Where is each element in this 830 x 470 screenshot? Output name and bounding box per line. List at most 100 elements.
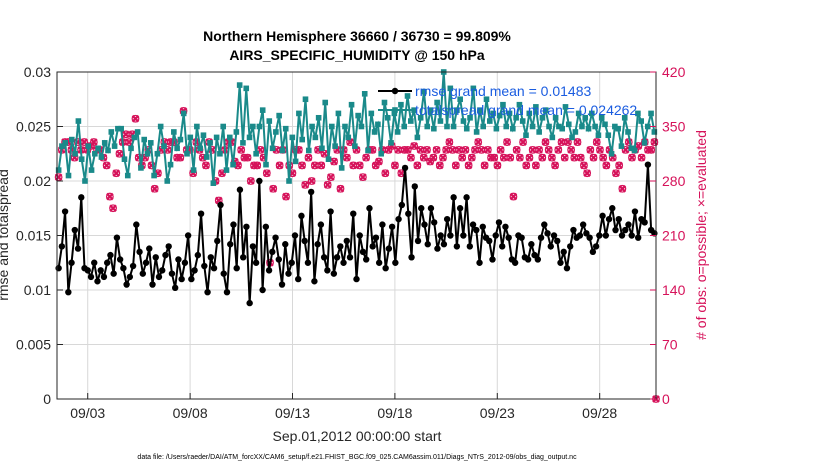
series-point — [460, 232, 467, 239]
obs-possible-point — [435, 161, 444, 170]
obs-evaluated-point — [461, 146, 470, 154]
series-point — [288, 259, 295, 266]
series-point — [126, 273, 134, 281]
series-point — [379, 221, 386, 228]
y-tick-label: 0.02 — [24, 173, 51, 189]
series-point — [495, 219, 503, 226]
series-point — [359, 248, 367, 256]
series-point — [631, 147, 638, 154]
series-point — [78, 156, 85, 162]
series-point — [239, 254, 247, 261]
series-point — [363, 256, 370, 263]
series-point — [401, 123, 408, 130]
obs-evaluated-point — [109, 204, 117, 213]
series-point — [394, 129, 401, 135]
obs-possible-point — [589, 153, 598, 162]
series-point — [473, 226, 480, 234]
series-point — [147, 140, 154, 146]
series-point — [418, 205, 425, 212]
obs-possible-point — [262, 169, 271, 178]
series-point — [486, 118, 493, 124]
obs-possible-point — [423, 145, 431, 154]
series-point — [477, 107, 483, 113]
series-point — [366, 205, 373, 212]
series-point — [526, 110, 533, 117]
series-point — [236, 82, 243, 88]
series-point — [585, 125, 592, 132]
series-point — [524, 256, 532, 263]
series-point — [134, 129, 141, 135]
series-point — [282, 241, 289, 248]
obs-evaluated-point — [394, 146, 402, 154]
series-point — [335, 110, 342, 117]
series-point — [556, 123, 562, 130]
series-point — [197, 210, 205, 217]
obs-evaluated-point — [580, 161, 588, 170]
x-tick-label: 09/28 — [582, 405, 617, 421]
obs-possible-point — [512, 145, 521, 154]
series-point — [502, 223, 509, 230]
obs-evaluated-point — [327, 173, 335, 181]
obs-possible-point — [464, 161, 473, 170]
series-point — [95, 145, 101, 152]
series-point — [457, 96, 463, 103]
obs-evaluated-point — [90, 138, 98, 146]
obs-possible-point — [573, 138, 582, 146]
series-point — [542, 107, 549, 113]
series-point — [434, 245, 441, 252]
obs-evaluated-point — [410, 142, 418, 150]
series-point — [223, 167, 230, 173]
series-point — [320, 254, 328, 261]
obs-evaluated-point — [480, 161, 489, 170]
series-point — [595, 132, 602, 139]
grid-lines — [57, 72, 656, 399]
obs-evaluated-point — [413, 161, 422, 170]
series-point — [493, 125, 500, 132]
series-point — [184, 150, 190, 157]
obs-evaluated-point — [525, 153, 534, 162]
series-point — [272, 234, 279, 241]
series-point — [159, 267, 166, 274]
obs-evaluated-point — [506, 153, 515, 162]
obs-possible-point — [567, 145, 576, 154]
series-point — [84, 267, 91, 274]
obs-evaluated-point — [468, 153, 476, 162]
series-point — [103, 259, 111, 266]
obs-possible-point — [451, 161, 460, 170]
series-point — [230, 221, 237, 228]
series-point — [444, 123, 450, 130]
obs-possible-point — [515, 153, 524, 162]
series-point — [214, 237, 221, 245]
obs-evaluated-point — [375, 157, 383, 166]
series-point — [391, 110, 398, 117]
obs-evaluated-point — [407, 153, 415, 162]
series-point — [583, 230, 590, 237]
series-point — [479, 223, 486, 230]
series-point — [333, 254, 341, 261]
series-point — [207, 140, 213, 146]
series-point — [618, 232, 626, 239]
series-x-obs — [54, 107, 660, 403]
obs-evaluated-point — [602, 161, 611, 170]
series-point — [473, 129, 480, 135]
series-point — [496, 112, 503, 119]
series-point — [405, 210, 412, 217]
series-point — [289, 134, 296, 141]
series-point — [513, 114, 519, 121]
obs-possible-point — [218, 169, 226, 178]
series-point — [644, 161, 652, 168]
series-point — [579, 123, 585, 130]
obs-possible-point — [54, 173, 63, 182]
series-point — [269, 248, 276, 256]
obs-possible-point — [467, 153, 476, 162]
series-point — [249, 243, 257, 250]
series-point — [589, 248, 597, 256]
obs-evaluated-point — [150, 185, 159, 193]
series-point — [533, 104, 539, 110]
obs-evaluated-point — [436, 161, 444, 170]
obs-evaluated-point — [355, 161, 364, 170]
obs-evaluated-point — [455, 146, 463, 154]
series-point — [569, 134, 575, 141]
obs-possible-point — [413, 161, 422, 170]
obs-possible-point — [576, 153, 585, 162]
